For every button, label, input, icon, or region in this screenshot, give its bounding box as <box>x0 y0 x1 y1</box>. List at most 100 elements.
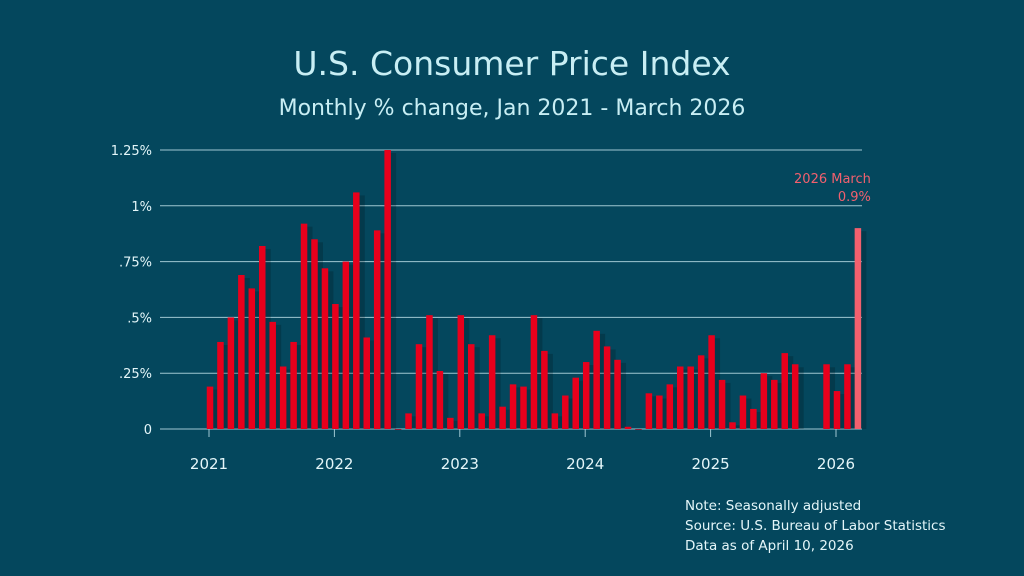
bar-shadow <box>682 369 689 429</box>
bar-shadow <box>421 347 428 429</box>
bar <box>687 366 694 429</box>
bar <box>290 341 297 429</box>
bar-shadow <box>786 356 794 429</box>
bar-shadow <box>515 387 522 429</box>
chart-subtitle: Monthly % change, Jan 2021 - March 2026 <box>278 96 746 121</box>
bar <box>624 426 632 429</box>
bar <box>708 335 715 429</box>
y-tick-label: .25% <box>119 367 152 382</box>
bar <box>405 413 412 429</box>
bar <box>520 386 527 429</box>
bar-shadow <box>264 248 271 429</box>
bar <box>394 429 402 430</box>
bar <box>603 346 611 429</box>
bar-shadow <box>839 394 846 429</box>
chart-notes: Note: Seasonally adjusted Source: U.S. B… <box>685 496 946 556</box>
x-tick-label: 2025 <box>692 455 730 473</box>
bar <box>311 239 318 429</box>
bar <box>468 344 475 429</box>
highlight-bar <box>854 228 862 429</box>
data-date-line: Data as of April 10, 2026 <box>685 538 854 554</box>
bar <box>321 268 329 429</box>
bar <box>415 344 423 429</box>
y-tick-label: 1% <box>131 200 152 215</box>
bar <box>457 315 465 429</box>
bar-shadow <box>744 398 752 429</box>
bar <box>760 373 768 429</box>
bar-shadow <box>316 242 323 429</box>
bar-shadow <box>232 320 240 429</box>
bar <box>217 341 224 429</box>
bar <box>499 406 506 429</box>
bar <box>478 413 485 429</box>
bar <box>279 366 287 429</box>
bar-shadow <box>274 324 282 429</box>
bar-shadow <box>776 382 783 429</box>
bar <box>447 417 454 429</box>
bar <box>426 315 433 429</box>
bar-shadow <box>285 369 292 429</box>
bar <box>353 192 360 429</box>
bar-shadow <box>347 264 355 429</box>
note-line: Note: Seasonally adjusted <box>685 498 862 514</box>
bar-shadow <box>546 353 553 429</box>
bar-shadow <box>567 398 574 429</box>
bar <box>227 317 235 429</box>
bar <box>635 429 642 430</box>
bar <box>248 288 256 429</box>
bar-shadow <box>295 344 303 429</box>
bar-shadow <box>222 344 229 429</box>
y-tick-label: 1.25% <box>111 144 152 159</box>
bar <box>562 395 569 429</box>
bar <box>259 245 266 429</box>
bar <box>666 384 674 429</box>
bar-shadow <box>358 195 365 429</box>
bar <box>844 364 851 429</box>
bar-shadow <box>326 271 334 429</box>
y-tick-label: .75% <box>119 256 152 271</box>
bar <box>436 370 444 429</box>
bar-shadow <box>765 376 773 429</box>
bar <box>614 359 621 429</box>
bar <box>300 223 308 429</box>
bar <box>363 337 370 429</box>
bar <box>656 395 663 429</box>
highlight-value: 0.9% <box>838 190 871 205</box>
bar-shadow <box>368 340 376 429</box>
bar-shadow <box>671 387 679 429</box>
bar-shadow <box>797 367 804 429</box>
bar <box>551 413 559 429</box>
bar <box>384 150 391 429</box>
chart-title: U.S. Consumer Price Index <box>293 44 731 83</box>
bar <box>530 315 538 429</box>
bar <box>593 330 600 429</box>
bar <box>750 408 757 429</box>
bar-shadow <box>462 318 470 429</box>
bar-shadow <box>859 231 867 429</box>
bar-shadow <box>650 396 658 429</box>
bar-shadow <box>525 389 532 429</box>
bar <box>509 384 517 429</box>
bar <box>718 379 726 429</box>
bar-shadow <box>389 153 397 429</box>
bar <box>582 362 590 429</box>
bar <box>645 393 653 429</box>
highlight-label: 2026 March <box>794 172 871 187</box>
bar-shadow <box>452 420 459 429</box>
bar-shadow <box>609 349 616 429</box>
bar-shadow <box>504 409 512 429</box>
bar <box>572 377 579 429</box>
bar-shadow <box>661 398 668 429</box>
bar-shadow <box>849 367 856 429</box>
bar <box>833 391 841 429</box>
bar-shadow <box>441 373 449 429</box>
bar <box>697 355 705 429</box>
y-tick-label: 0 <box>144 423 152 438</box>
bar <box>488 335 496 429</box>
bar-shadow <box>253 291 261 429</box>
bar-shadow <box>410 416 418 429</box>
bar <box>729 422 736 429</box>
bar-shadow <box>337 307 344 429</box>
bar <box>373 230 381 429</box>
